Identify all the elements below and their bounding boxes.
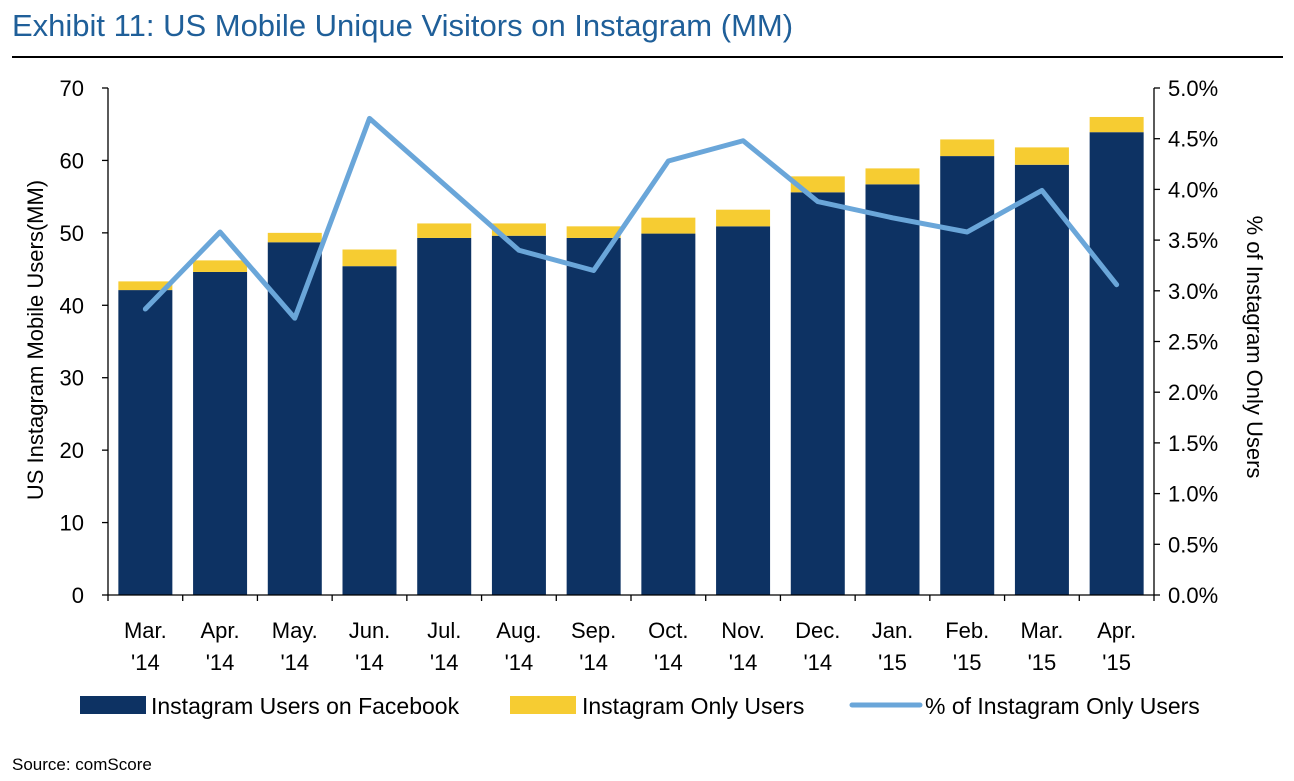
legend-label-instagram-only: Instagram Only Users bbox=[582, 693, 804, 719]
y-axis-left-title: US Instagram Mobile Users(MM) bbox=[23, 180, 48, 500]
y-left-tick-label: 0 bbox=[72, 583, 84, 608]
legend-swatch-instagram-only bbox=[510, 696, 576, 714]
y-right-tick-label: 4.5% bbox=[1168, 127, 1218, 152]
y-right-tick-label: 5.0% bbox=[1168, 76, 1218, 101]
y-axis-right-title: % of Instagram Only Users bbox=[1242, 216, 1267, 479]
y-left-tick-label: 10 bbox=[60, 511, 84, 536]
y-right-tick-label: 3.0% bbox=[1168, 279, 1218, 304]
y-right-tick-label: 1.0% bbox=[1168, 482, 1218, 507]
bar-instagram-only-users bbox=[417, 223, 472, 238]
bar-instagram-only-users bbox=[118, 281, 173, 291]
y-right-tick-label: 0.5% bbox=[1168, 532, 1218, 557]
x-tick-label: Jul. '14 bbox=[427, 618, 461, 675]
bar-instagram-users-on-facebook bbox=[641, 233, 696, 595]
bar-instagram-users-on-facebook bbox=[1089, 132, 1144, 595]
y-right-tick-label: 0.0% bbox=[1168, 583, 1218, 608]
x-tick-label: Oct. '14 bbox=[648, 618, 688, 675]
bar-instagram-users-on-facebook bbox=[342, 266, 397, 595]
x-tick-label: Jan. '15 bbox=[872, 618, 914, 675]
y-right-tick-label: 3.5% bbox=[1168, 228, 1218, 253]
y-right-tick-label: 2.5% bbox=[1168, 330, 1218, 355]
y-right-tick-label: 4.0% bbox=[1168, 177, 1218, 202]
bar-instagram-only-users bbox=[342, 249, 397, 267]
line-layer bbox=[142, 115, 1120, 321]
y-right-tick-label: 2.0% bbox=[1168, 380, 1218, 405]
bar-instagram-users-on-facebook bbox=[491, 235, 546, 596]
bar-instagram-only-users bbox=[491, 223, 546, 236]
bar-instagram-users-on-facebook bbox=[566, 237, 621, 596]
bar-instagram-users-on-facebook bbox=[790, 192, 845, 595]
x-tick-label: Nov. '14 bbox=[721, 618, 765, 675]
axes-layer bbox=[102, 87, 1160, 601]
bar-instagram-only-users bbox=[940, 139, 995, 157]
line-pct-instagram-only-users bbox=[142, 115, 1120, 321]
x-tick-label: Apr. '15 bbox=[1097, 618, 1136, 675]
title-divider bbox=[12, 56, 1283, 58]
bar-instagram-only-users bbox=[716, 209, 771, 227]
x-tick-label: Apr. '14 bbox=[201, 618, 240, 675]
y-left-tick-label: 40 bbox=[60, 293, 84, 318]
x-tick-label: Aug. '14 bbox=[496, 618, 541, 675]
legend-label-pct-line: % of Instagram Only Users bbox=[925, 693, 1200, 719]
bar-instagram-users-on-facebook bbox=[865, 184, 920, 595]
x-tick-label: Jun. '14 bbox=[349, 618, 391, 675]
x-tick-label: Mar. '15 bbox=[1021, 618, 1064, 675]
bar-instagram-only-users bbox=[193, 260, 248, 272]
bar-instagram-only-users bbox=[1089, 116, 1144, 133]
x-tick-label: Feb. '15 bbox=[945, 618, 989, 675]
right-tick-labels: 0.0% 0.5% 1.0% 1.5% 2.0% 2.5% 3.0% 3.5% 4.0% 4.5%… bbox=[1168, 76, 1218, 608]
bar-instagram-only-users bbox=[267, 232, 322, 243]
x-tick-label: May. '14 bbox=[272, 618, 318, 675]
bar-instagram-only-users bbox=[641, 217, 696, 234]
legend-swatch-facebook bbox=[80, 696, 146, 714]
left-tick-labels: 0 10 20 30 40 50 60 70 bbox=[60, 76, 84, 608]
page-title: Exhibit 11: US Mobile Unique Visitors on… bbox=[12, 8, 794, 43]
x-tick-label: Sep. '14 bbox=[571, 618, 616, 675]
bar-instagram-users-on-facebook bbox=[118, 290, 173, 595]
y-left-tick-label: 70 bbox=[60, 76, 84, 101]
source-note: Source: comScore bbox=[12, 755, 152, 774]
bar-instagram-users-on-facebook bbox=[193, 271, 248, 595]
bar-instagram-users-on-facebook bbox=[1014, 164, 1069, 595]
bar-instagram-only-users bbox=[566, 226, 621, 238]
y-left-tick-label: 50 bbox=[60, 221, 84, 246]
x-tick-label: Dec. '14 bbox=[795, 618, 840, 675]
bar-instagram-users-on-facebook bbox=[417, 237, 472, 596]
y-left-tick-label: 20 bbox=[60, 438, 84, 463]
legend: Instagram Users on Facebook Instagram On… bbox=[80, 693, 1200, 719]
legend-label-facebook: Instagram Users on Facebook bbox=[151, 693, 460, 719]
bar-instagram-users-on-facebook bbox=[716, 226, 771, 596]
y-left-tick-label: 60 bbox=[60, 148, 84, 173]
x-tick-labels: Mar. '14 Apr. '14 May. '14 Jun. '14 Jul. '14 Aug. '… bbox=[124, 618, 1136, 675]
bar-instagram-only-users bbox=[1014, 147, 1069, 165]
bar-instagram-only-users bbox=[865, 168, 920, 185]
bars-layer bbox=[118, 116, 1144, 596]
y-right-tick-label: 1.5% bbox=[1168, 431, 1218, 456]
y-left-tick-label: 30 bbox=[60, 366, 84, 391]
x-tick-label: Mar. '14 bbox=[124, 618, 167, 675]
